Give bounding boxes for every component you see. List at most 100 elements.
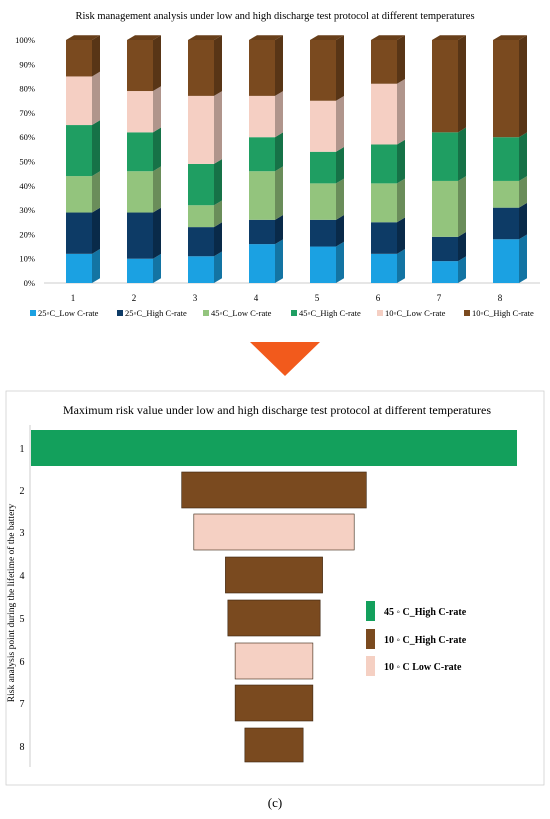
bar-segment-side bbox=[92, 35, 100, 77]
bar-segment-side bbox=[214, 251, 222, 283]
bar-segment-side bbox=[153, 35, 161, 92]
down-arrow-icon bbox=[250, 342, 320, 376]
bar-segment-side bbox=[92, 171, 100, 213]
bar-segment bbox=[493, 137, 519, 181]
funnel-bar-chart: Maximum risk value under low and high di… bbox=[5, 390, 545, 786]
bar-segment bbox=[249, 219, 275, 245]
stacked-bar bbox=[188, 35, 222, 283]
y-tick-label: 80% bbox=[19, 84, 35, 94]
bar-segment bbox=[127, 40, 153, 92]
bar-segment-side bbox=[153, 86, 161, 133]
bar-segment-side bbox=[397, 78, 405, 145]
y-tick-label: 60% bbox=[19, 132, 35, 142]
bar-segment-side bbox=[458, 35, 466, 133]
bar-segment-side bbox=[519, 202, 527, 240]
bar-top-face bbox=[493, 35, 527, 40]
bar-segment-side bbox=[397, 249, 405, 283]
bar-top-face bbox=[310, 35, 344, 40]
x-tick-label: 4 bbox=[254, 293, 259, 303]
bar-segment bbox=[493, 40, 519, 138]
bar-segment bbox=[66, 76, 92, 126]
bar-segment-side bbox=[275, 239, 283, 283]
legend-label: 45 ◦ C_High C-rate bbox=[384, 607, 467, 618]
bar-segment-side bbox=[275, 215, 283, 245]
bar-segment bbox=[371, 222, 397, 254]
bar-segment-side bbox=[458, 256, 466, 283]
bar-segment-side bbox=[397, 139, 405, 184]
bar-segment-side bbox=[519, 35, 527, 138]
stacked-bar-chart: Risk management analysis under low and h… bbox=[15, 11, 540, 318]
funnel-bar bbox=[234, 642, 314, 680]
y-tick-label: 10% bbox=[19, 254, 35, 264]
y-tick-label: 90% bbox=[19, 59, 35, 69]
figure-caption: (c) bbox=[268, 795, 282, 810]
bar-segment-side bbox=[336, 35, 344, 101]
category-label: 4 bbox=[20, 571, 25, 582]
bar-segment bbox=[127, 212, 153, 259]
y-tick-label: 20% bbox=[19, 229, 35, 239]
bar-segment-side bbox=[214, 35, 222, 96]
bar-segment-side bbox=[397, 217, 405, 254]
funnel-bar bbox=[227, 599, 321, 637]
category-label: 3 bbox=[20, 528, 25, 539]
bar-segment bbox=[310, 100, 336, 152]
bar-segment-side bbox=[153, 253, 161, 283]
funnel-category-labels: 1 2 3 4 5 6 7 8 bbox=[20, 444, 25, 753]
bar-segment-side bbox=[458, 127, 466, 181]
bar-segment bbox=[432, 132, 458, 181]
x-tick-label: 1 bbox=[71, 293, 76, 303]
bar-segment bbox=[66, 212, 92, 254]
funnel-chart-title: Maximum risk value under low and high di… bbox=[63, 403, 491, 417]
legend-swatch bbox=[464, 310, 470, 316]
funnel-bar bbox=[225, 556, 323, 594]
legend-label: 10 ◦ C Low C-rate bbox=[384, 662, 462, 673]
legend-label: 25◦C_Low C-rate bbox=[38, 308, 99, 318]
bar-segment bbox=[432, 261, 458, 283]
bar-top-face bbox=[249, 35, 283, 40]
category-label: 1 bbox=[20, 444, 25, 455]
stacked-bar bbox=[371, 35, 405, 283]
bar-segment-side bbox=[92, 207, 100, 254]
bar-segment-side bbox=[458, 232, 466, 262]
stacked-bar bbox=[249, 35, 283, 283]
x-tick-label: 7 bbox=[437, 293, 442, 303]
stacked-bar bbox=[127, 35, 161, 283]
legend-label: 45◦C_High C-rate bbox=[299, 308, 361, 318]
bar-segment bbox=[371, 83, 397, 145]
bar-top-face bbox=[127, 35, 161, 40]
legend-swatch bbox=[117, 310, 123, 316]
x-tick-label: 2 bbox=[132, 293, 137, 303]
category-label: 5 bbox=[20, 614, 25, 625]
stacked-bar bbox=[432, 35, 466, 283]
bar-segment-side bbox=[92, 71, 100, 126]
y-tick-label: 70% bbox=[19, 108, 35, 118]
bar-segment bbox=[188, 95, 214, 164]
bar-segment-side bbox=[336, 241, 344, 283]
bar-segment bbox=[493, 180, 519, 208]
bar-segment-side bbox=[153, 207, 161, 259]
stacked-chart-title: Risk management analysis under low and h… bbox=[75, 11, 474, 22]
bar-segment bbox=[188, 40, 214, 96]
bar-segment-side bbox=[92, 249, 100, 283]
legend-swatch bbox=[366, 656, 375, 676]
bar-segment bbox=[310, 183, 336, 220]
category-label: 8 bbox=[20, 742, 25, 753]
bar-segment-side bbox=[275, 35, 283, 96]
bar-segment-side bbox=[214, 200, 222, 228]
bar-segment bbox=[249, 171, 275, 220]
bar-segment bbox=[310, 151, 336, 184]
bar-segment bbox=[66, 176, 92, 213]
legend-label: 25◦C_High C-rate bbox=[125, 308, 187, 318]
funnel-chart-legend: 45 ◦ C_High C-rate 10 ◦ C_High C-rate 10 ◦… bbox=[366, 601, 467, 676]
bar-segment-side bbox=[336, 215, 344, 247]
x-tick-label: 8 bbox=[498, 293, 503, 303]
bar-segment bbox=[249, 95, 275, 138]
category-label: 7 bbox=[20, 699, 25, 710]
legend-swatch bbox=[366, 629, 375, 649]
funnel-bar bbox=[244, 727, 304, 763]
bar-segment-side bbox=[397, 35, 405, 84]
category-label: 6 bbox=[20, 657, 25, 668]
bar-segment-side bbox=[214, 91, 222, 164]
bar-segment bbox=[188, 205, 214, 228]
